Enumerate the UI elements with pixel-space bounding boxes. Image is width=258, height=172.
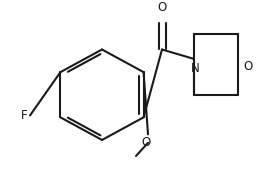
Text: O: O: [141, 136, 151, 149]
Text: N: N: [191, 62, 199, 75]
Text: O: O: [243, 60, 252, 73]
Text: O: O: [157, 1, 167, 14]
Text: F: F: [20, 109, 27, 122]
